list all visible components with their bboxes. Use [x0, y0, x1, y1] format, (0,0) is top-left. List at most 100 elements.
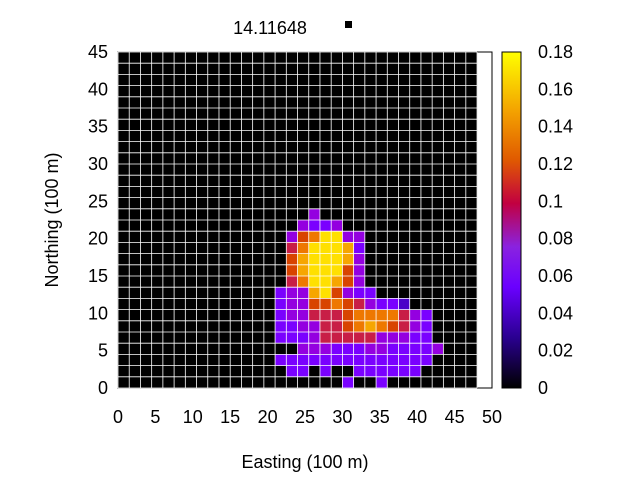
heatmap-cell: [398, 152, 411, 165]
heatmap-cell: [331, 52, 343, 64]
heatmap-cell: [185, 96, 197, 109]
heatmap-cell: [218, 152, 231, 165]
heatmap-cell: [432, 164, 444, 176]
heatmap-cell: [118, 264, 130, 277]
heatmap-cell: [353, 298, 366, 310]
heatmap-cell: [140, 141, 152, 154]
heatmap-cell: [409, 208, 422, 221]
heatmap-cell: [432, 152, 444, 165]
heatmap-cell: [174, 320, 186, 333]
heatmap-cell: [129, 365, 141, 378]
heatmap-cell: [129, 320, 141, 333]
heatmap-cell: [443, 108, 455, 120]
heatmap-cell: [151, 343, 164, 355]
heatmap-cell: [319, 108, 332, 120]
heatmap-cell: [263, 376, 276, 389]
heatmap-cell: [387, 119, 399, 131]
heatmap-cell: [432, 186, 444, 198]
heatmap-cell: [118, 152, 130, 165]
heatmap-cell: [364, 242, 377, 254]
heatmap-cell: [454, 130, 467, 142]
heatmap-cell: [420, 208, 433, 221]
heatmap-cell: [353, 141, 366, 154]
heatmap-cell: [409, 96, 422, 109]
heatmap-cell: [196, 208, 209, 221]
heatmap-cell: [432, 253, 444, 266]
heatmap-cell: [252, 141, 265, 154]
heatmap-cell: [275, 276, 287, 288]
heatmap-cell: [263, 197, 276, 210]
heatmap-cell: [376, 343, 388, 355]
heatmap-cell: [286, 74, 298, 86]
heatmap-cell: [398, 164, 411, 176]
heatmap-cell: [230, 264, 242, 277]
heatmap-cell: [387, 264, 399, 277]
heatmap-cell: [151, 208, 164, 221]
heatmap-cell: [286, 343, 298, 355]
heatmap-cell: [185, 152, 197, 165]
heatmap-cell: [162, 130, 175, 142]
heatmap-cell: [398, 52, 411, 64]
heatmap-cell: [275, 264, 287, 277]
heatmap-cell: [398, 141, 411, 154]
heatmap-cell: [140, 365, 152, 378]
heatmap-cell: [319, 264, 332, 277]
heatmap-cell: [230, 208, 242, 221]
heatmap-cell: [420, 343, 433, 355]
heatmap-cell: [263, 264, 276, 277]
heatmap-cell: [387, 74, 399, 86]
heatmap-cell: [196, 320, 209, 333]
heatmap-cell: [162, 63, 175, 75]
heatmap-cell: [207, 365, 220, 378]
heatmap-cell: [454, 96, 467, 109]
heatmap-cell: [342, 130, 354, 142]
heatmap-cell: [218, 175, 231, 187]
y-tick-label: 5: [98, 341, 108, 361]
heatmap-cell: [252, 63, 265, 75]
heatmap-cell: [118, 298, 130, 310]
heatmap-cell: [230, 96, 242, 109]
heatmap-cell: [241, 74, 253, 86]
heatmap-cell: [286, 119, 298, 131]
heatmap-cell: [263, 309, 276, 322]
heatmap-cell: [465, 332, 478, 344]
heatmap-cell: [409, 354, 422, 366]
heatmap-cell: [364, 164, 377, 176]
heatmap-cell: [185, 186, 197, 198]
heatmap-cell: [151, 220, 164, 232]
heatmap-cell: [275, 320, 287, 333]
heatmap-cell: [409, 253, 422, 266]
heatmap-cell: [162, 376, 175, 389]
heatmap-cell: [218, 264, 231, 277]
heatmap-cell: [465, 264, 478, 277]
x-axis-ticks: 0 5 10 15 20 25 30 35 40 45 50: [113, 407, 502, 427]
heatmap-cell: [387, 197, 399, 210]
heatmap-cell: [196, 354, 209, 366]
heatmap-cell: [151, 175, 164, 187]
heatmap-cell: [342, 164, 354, 176]
heatmap-cell: [174, 130, 186, 142]
heatmap-cell: [319, 119, 332, 131]
heatmap-cell: [398, 186, 411, 198]
heatmap-cell: [443, 186, 455, 198]
heatmap-cell: [151, 354, 164, 366]
heatmap-cell: [286, 276, 298, 288]
heatmap-cell: [443, 164, 455, 176]
y-tick-label: 35: [88, 117, 108, 137]
heatmap-cell: [129, 141, 141, 154]
heatmap-cell: [118, 186, 130, 198]
heatmap-cell: [376, 365, 388, 378]
heatmap-cell: [364, 108, 377, 120]
heatmap-cell: [331, 164, 343, 176]
heatmap-cell: [376, 108, 388, 120]
heatmap-cell: [342, 320, 354, 333]
heatmap-cell: [398, 63, 411, 75]
heatmap-cell: [454, 309, 467, 322]
heatmap-cell: [398, 242, 411, 254]
heatmap-cell: [207, 152, 220, 165]
heatmap-cell: [196, 152, 209, 165]
x-tick-label: 10: [183, 407, 203, 427]
heatmap-cell: [263, 74, 276, 86]
heatmap-cell: [443, 63, 455, 75]
heatmap-cell: [342, 376, 354, 389]
